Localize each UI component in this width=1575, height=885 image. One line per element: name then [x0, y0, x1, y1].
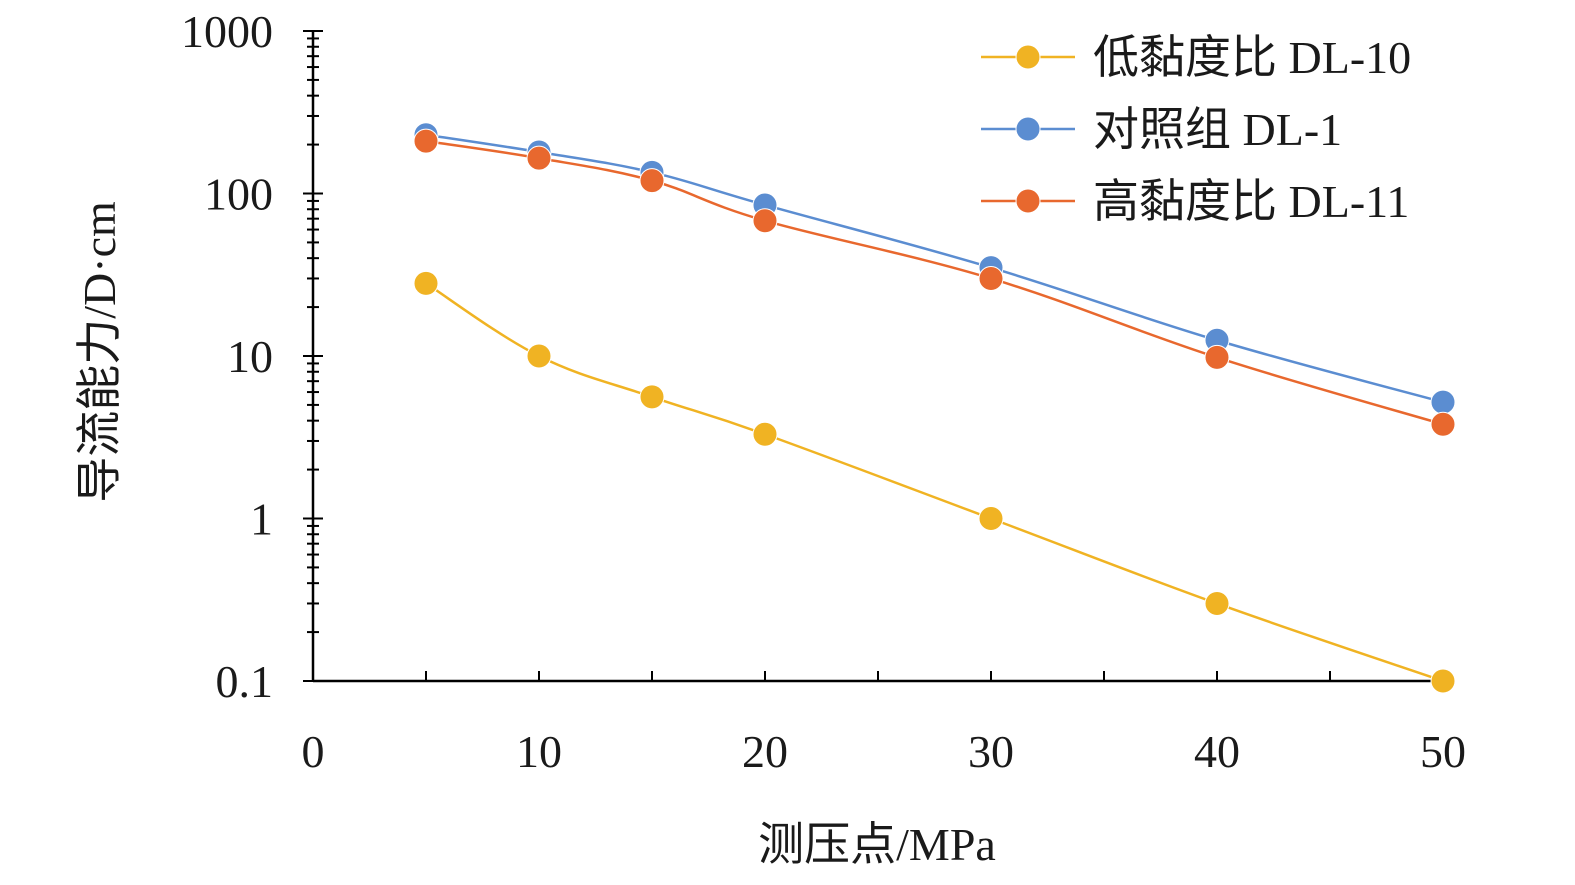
axes: 0.1 1 10 100 1000 0 10 20 30 40 50 — [181, 6, 1466, 777]
data-point — [413, 270, 439, 296]
data-point — [1430, 668, 1456, 694]
series-line — [425, 139, 1444, 426]
data-point — [639, 168, 665, 194]
x-tick-label: 10 — [516, 726, 562, 777]
x-tick-label: 40 — [1194, 726, 1240, 777]
legend-label: 高黏度比 DL-11 — [1093, 176, 1409, 227]
x-tick-label: 0 — [302, 726, 325, 777]
data-point — [639, 384, 665, 410]
x-tick-label: 20 — [742, 726, 788, 777]
data-point — [1204, 590, 1230, 616]
y-axis-title: 导流能力/D·cm — [74, 201, 125, 503]
legend-label: 低黏度比 DL-10 — [1093, 32, 1411, 83]
legend-entry: 高黏度比 DL-11 — [981, 176, 1409, 227]
data-point — [1430, 411, 1456, 437]
data-point — [1204, 344, 1230, 370]
y-tick-label: 0.1 — [216, 656, 274, 707]
x-tick-label: 50 — [1420, 726, 1466, 777]
data-point — [978, 265, 1004, 291]
data-point — [413, 128, 439, 154]
legend: 低黏度比 DL-10 对照组 DL-1 高黏度比 DL-11 — [981, 32, 1411, 227]
legend-swatch-marker — [1015, 116, 1041, 142]
y-tick-label: 1 — [250, 494, 273, 545]
legend-entry: 对照组 DL-1 — [981, 104, 1342, 155]
x-tick-label: 30 — [968, 726, 1014, 777]
series-line — [425, 133, 1444, 404]
series-line — [425, 282, 1444, 683]
data-point — [526, 145, 552, 171]
data-point — [752, 208, 778, 234]
legend-entry: 低黏度比 DL-10 — [981, 32, 1411, 83]
y-tick-label: 100 — [204, 169, 273, 220]
y-tick-label: 10 — [227, 331, 273, 382]
data-point — [978, 506, 1004, 531]
series-layer — [413, 122, 1456, 694]
legend-label: 对照组 DL-1 — [1093, 104, 1342, 155]
series-1 — [413, 270, 1456, 694]
data-point — [526, 343, 552, 369]
legend-swatch-marker — [1015, 44, 1041, 70]
data-point — [1430, 389, 1456, 415]
legend-swatch-marker — [1015, 188, 1041, 214]
x-axis-title: 测压点/MPa — [758, 819, 996, 870]
data-point — [752, 421, 778, 447]
series-3 — [413, 128, 1456, 437]
y-tick-label: 1000 — [181, 6, 273, 57]
